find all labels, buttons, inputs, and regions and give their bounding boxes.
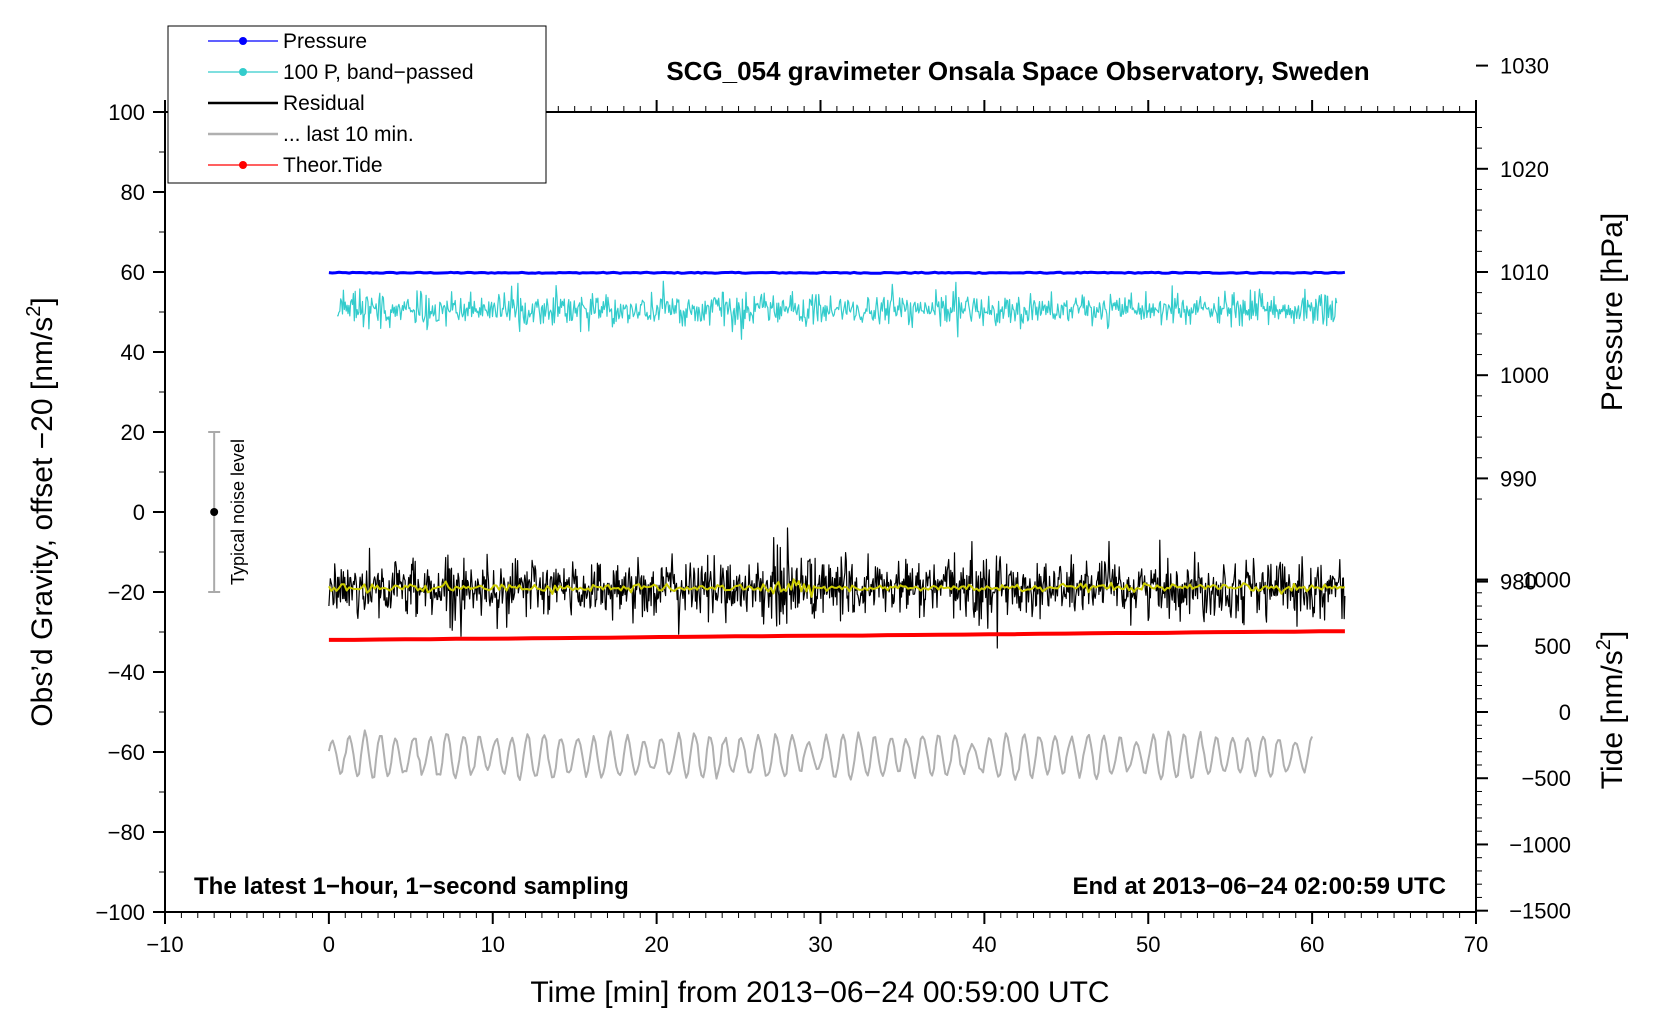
x-tick-label: 60 — [1300, 932, 1324, 957]
y-axis-label-pressure: Pressure [hPa] — [1596, 213, 1629, 411]
series-theor-tide — [328, 629, 1345, 642]
y-tick-label: 0 — [133, 500, 145, 525]
y-axis-label-tide-text: Tide [nm/s — [1596, 650, 1629, 789]
pressure-tick-label: 1020 — [1500, 157, 1549, 182]
pressure-tick-label: 980 — [1500, 570, 1537, 595]
series-group — [327, 270, 1346, 781]
annotation-end-time: End at 2013−06−24 02:00:59 UTC — [1072, 873, 1446, 900]
x-tick-label: 70 — [1464, 932, 1488, 957]
series-pressure — [328, 270, 1346, 275]
legend-entry-theor-tide: Theor.Tide — [208, 154, 383, 177]
series-residual-smoothed — [328, 578, 1346, 598]
tide-tick-label: 0 — [1559, 700, 1571, 725]
tide-tick-label: 1000 — [1522, 568, 1571, 593]
x-tick-label: 0 — [323, 932, 335, 957]
noise-center-dot — [210, 508, 219, 516]
y-tick-label: 80 — [121, 180, 145, 205]
legend-label: Pressure — [283, 30, 367, 53]
y-tick-label: −60 — [108, 740, 145, 765]
legend-swatch-marker — [239, 37, 247, 45]
tide-tick-label: 500 — [1534, 634, 1571, 659]
y-axis-label-left-text: Obs’d Gravity, offset −20 [nm/s — [26, 317, 59, 727]
y-axis-label-left: Obs’d Gravity, offset −20 [nm/s2] — [23, 297, 59, 726]
x-tick-label: 40 — [972, 932, 996, 957]
legend-label: 100 P, band−passed — [283, 61, 474, 84]
plot-frame — [164, 111, 1477, 913]
pressure-tick-label: 990 — [1500, 466, 1537, 491]
legend-label: Theor.Tide — [283, 154, 383, 177]
noise-indicator: Typical noise level — [208, 431, 248, 593]
legend-label: Residual — [283, 92, 365, 115]
legend-entry-pressure: Pressure — [208, 30, 367, 53]
x-tick-label: 50 — [1136, 932, 1160, 957]
y-tick-label: 40 — [121, 340, 145, 365]
noise-label: Typical noise level — [228, 439, 248, 585]
pressure-tick-label: 1010 — [1500, 260, 1549, 285]
series-100-p-band-passed — [337, 280, 1338, 340]
y-tick-label: −100 — [95, 900, 145, 925]
y-axis-label-tide-sup: 2 — [1593, 639, 1615, 650]
legend-label: ... last 10 min. — [283, 123, 414, 146]
y-axis-tide: −1500 −1000 −500 0 500 1000 — [1476, 568, 1571, 924]
legend-entry-100-p-band-passed: 100 P, band−passed — [208, 61, 474, 84]
chart-title: SCG_054 gravimeter Onsala Space Observat… — [666, 56, 1369, 86]
tide-tick-label: −1000 — [1509, 832, 1571, 857]
y-tick-label: −20 — [108, 580, 145, 605]
y-axis-left: −100 −80 −60 −40 −20 0 20 40 60 80 100 — [95, 100, 165, 925]
x-tick-label: 20 — [644, 932, 668, 957]
y-axis-pressure: 980 990 1000 1010 1020 1030 — [1476, 54, 1549, 595]
x-axis: −10 0 10 20 30 40 50 60 70 — [146, 100, 1488, 957]
y-axis-label-left-sup: 2 — [23, 306, 45, 317]
x-tick-label: 10 — [481, 932, 505, 957]
x-axis-label: Time [min] from 2013−06−24 00:59:00 UTC — [530, 976, 1109, 1009]
pressure-tick-label: 1030 — [1500, 54, 1549, 79]
legend-entry-last-10-min: ... last 10 min. — [208, 123, 414, 146]
y-tick-label: 100 — [108, 100, 145, 125]
legend-swatch-marker — [239, 161, 247, 169]
legend-swatch-marker — [239, 68, 247, 76]
tide-tick-label: −500 — [1521, 766, 1571, 791]
y-axis-label-left-close: ] — [26, 297, 59, 305]
legend-box — [167, 25, 547, 184]
x-tick-label: −10 — [146, 932, 183, 957]
series-residual — [328, 527, 1346, 649]
y-tick-label: −80 — [108, 820, 145, 845]
annotation-sampling: The latest 1−hour, 1−second sampling — [194, 873, 629, 900]
y-tick-label: 20 — [121, 420, 145, 445]
legend-entry-residual: Residual — [208, 92, 365, 115]
y-axis-label-tide-close: ] — [1596, 631, 1629, 639]
y-tick-label: 60 — [121, 260, 145, 285]
tide-tick-label: −1500 — [1509, 899, 1571, 924]
y-tick-label: −40 — [108, 660, 145, 685]
y-axis-label-tide: Tide [nm/s2] — [1593, 631, 1629, 789]
series-last-10-min — [327, 729, 1314, 781]
pressure-tick-label: 1000 — [1500, 363, 1549, 388]
x-tick-label: 30 — [808, 932, 832, 957]
legend: Pressure 100 P, band−passed Residual ... la… — [167, 25, 547, 184]
